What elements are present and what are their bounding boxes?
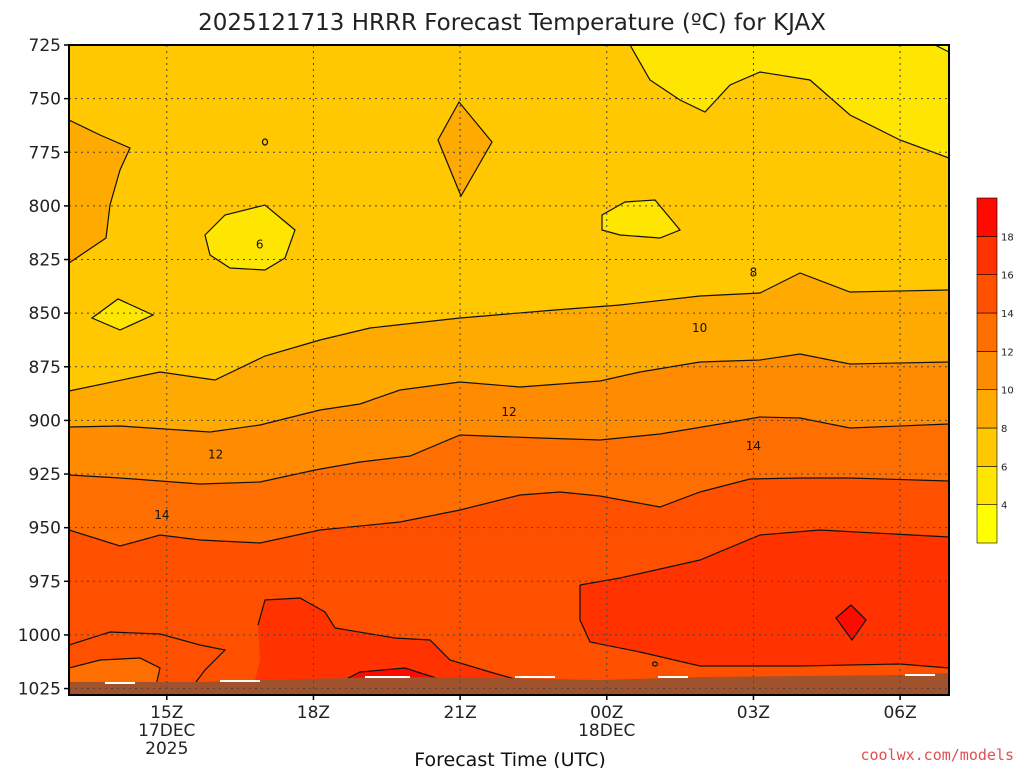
y-tick-label: 875 <box>29 358 61 378</box>
x-tick-label: 18DEC <box>578 721 635 741</box>
contour-field: 6 8 10 12 12 14 14 <box>69 45 949 695</box>
contour-label: 10 <box>692 321 707 335</box>
x-tick-label: 03Z <box>737 703 770 723</box>
band-18-20-right <box>836 605 866 640</box>
grid-lines <box>69 45 949 695</box>
contour-lines <box>69 45 949 691</box>
y-tick-label: 900 <box>29 411 61 431</box>
x-tick-label: 06Z <box>883 703 916 723</box>
ground-terrain <box>69 673 949 695</box>
contour-label: 14 <box>154 508 169 522</box>
contour-label: 14 <box>746 439 761 453</box>
colorbar-swatch <box>976 351 998 390</box>
band-4-6-blob-b <box>602 200 680 238</box>
y-tick-label: 825 <box>29 251 61 271</box>
colorbar-swatch <box>976 466 998 505</box>
band-8-10-left-aloft <box>69 120 130 263</box>
contour-labels: 6 8 10 12 12 14 14 <box>154 238 761 522</box>
colorbar: 4 6 8 10 12 14 16 18 <box>976 197 1014 544</box>
chart-title: 2025121713 HRRR Forecast Temperature (ºC… <box>198 10 826 36</box>
x-axis-title: Forecast Time (UTC) <box>414 749 605 768</box>
contour-label: 12 <box>501 405 516 419</box>
x-tick-label: 00Z <box>590 703 623 723</box>
y-tick-label: 975 <box>29 572 61 592</box>
contour-label: 6 <box>256 238 264 252</box>
colorbar-swatch <box>976 312 998 352</box>
band-4-6-top-right <box>630 45 949 158</box>
colorbar-swatch <box>976 197 998 237</box>
y-tick-label: 775 <box>29 143 61 163</box>
x-tick-label: 18Z <box>297 703 330 723</box>
y-tick-label: 950 <box>29 519 61 539</box>
colorbar-swatch <box>976 389 998 429</box>
x-tick-label: 15Z <box>150 703 183 723</box>
y-tick-label: 850 <box>29 304 61 324</box>
band-4-6-blob-c <box>92 299 153 330</box>
y-tick-label: 750 <box>29 90 61 110</box>
colorbar-tick-label: 6 <box>1001 462 1007 473</box>
colorbar-swatch <box>976 427 998 467</box>
band-4-6-blob-a <box>205 205 295 270</box>
x-tick-label: 21Z <box>443 703 476 723</box>
contour-label: 8 <box>750 265 758 279</box>
colorbar-tick-label: 16 <box>1001 271 1014 282</box>
y-tick-label: 1000 <box>18 626 61 646</box>
y-tick-label: 800 <box>29 197 61 217</box>
y-axis: 725 750 775 800 825 850 875 900 925 950 975 1000 102… <box>18 36 69 700</box>
y-tick-label: 1025 <box>18 680 61 700</box>
colorbar-tick-label: 14 <box>1001 309 1014 320</box>
contour-label: 12 <box>208 448 223 462</box>
colorbar-tick-label: 18 <box>1001 232 1014 243</box>
credit-link[interactable]: coolwx.com/models <box>860 746 1014 764</box>
colorbar-tick-label: 4 <box>1001 501 1007 512</box>
x-tick-label: 17DEC <box>138 721 195 741</box>
ground-highlights <box>105 674 935 684</box>
y-tick-label: 725 <box>29 36 61 56</box>
colorbar-swatch <box>976 236 998 275</box>
colorbar-swatch <box>976 274 998 314</box>
colorbar-swatch <box>976 504 998 544</box>
y-tick-label: 925 <box>29 465 61 485</box>
colorbar-tick-label: 10 <box>1001 386 1014 397</box>
colorbar-tick-label: 8 <box>1001 424 1007 435</box>
colorbar-tick-label: 12 <box>1001 347 1014 358</box>
x-tick-label: 2025 <box>145 739 188 759</box>
band-16-18-left <box>251 598 525 695</box>
plot-frame <box>68 44 950 696</box>
